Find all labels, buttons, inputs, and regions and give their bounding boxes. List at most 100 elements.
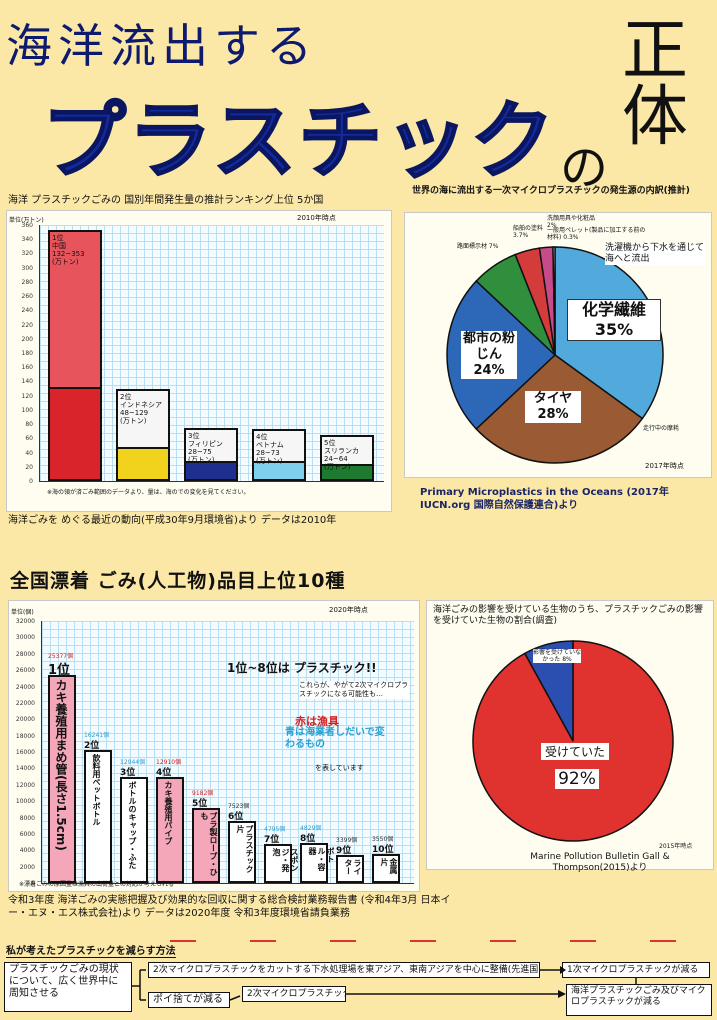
bar-rank: 10位 (372, 844, 394, 855)
pie4-label-not-affected: 影響を受けていなかった 8% (533, 649, 582, 663)
flow-divider (250, 940, 276, 942)
flow-divider (650, 940, 676, 942)
bar-range-low (48, 387, 102, 481)
chart1-y-axis: 360 340 320 300 280 260 240 220 200 180 160 140 120 1… (7, 221, 37, 485)
y-tick-label: 32000 (15, 618, 35, 625)
bar-count: 3550個 (372, 835, 394, 843)
flow-heading: 私が考えたプラスチックを減らす方法 (6, 942, 176, 958)
flow-divider (490, 940, 516, 942)
bar (84, 750, 112, 883)
bar-data-label: 4位 ベトナム 28~73 (万トン) (256, 433, 284, 466)
y-tick-label: 40 (25, 449, 33, 457)
bar-count: 25377個 (48, 653, 74, 661)
bar (372, 853, 400, 883)
chart3-plot: 1位 25377個 カキ養殖用まめ管(長さ1.5cm) 2位 16241個 飲料用ペットボ… (41, 621, 414, 884)
chart1-caption: 海洋 プラスチックごみの 国別年間発生量の推計ランキング上位 5か国 (8, 195, 324, 206)
pie-slice (523, 640, 574, 742)
bar-count: 3399個 (336, 837, 358, 845)
title-line1: 海洋流出する (6, 19, 318, 73)
pie4-label-affected: 受けていた (541, 743, 609, 760)
pie4-label-affected-pct: 92% (555, 769, 599, 789)
y-tick-label: 0 (29, 478, 33, 485)
y-tick-label: 28000 (15, 650, 35, 658)
bar-rank: 9位 (336, 846, 352, 857)
y-tick-label: 2000 (19, 863, 35, 871)
bar-rank: 6位 (228, 812, 244, 823)
bar-item-label: ボトルのキャップ・ふた (128, 781, 137, 870)
y-tick-label: 300 (21, 264, 33, 272)
y-tick-label: 24000 (15, 683, 35, 691)
y-tick-label: 180 (21, 350, 33, 357)
flow-arrow (229, 995, 241, 1001)
y-tick-label: 8000 (19, 814, 35, 822)
bar-data-label: 3位 フィリピン 28~75 (万トン) (188, 431, 223, 464)
pie2-label-tire: タイヤ 28% (525, 391, 581, 423)
bar-count: 4795個 (264, 825, 286, 833)
flow-arrowhead (558, 990, 566, 998)
chart2-caption: 世界の海に流出する一次マイクロプラスチックの発生源の内訳(推計) (412, 186, 690, 196)
chart4-panel: 海洋ごみの影響を受けている生物のうち、プラスチックごみの影響を受けていた生物の割… (426, 600, 714, 870)
bar (300, 843, 328, 883)
chart1-year: 2010年時点 (297, 214, 336, 222)
chart1-panel: 2010年時点 単位(万トン) 360 340 320 300 280 260 240 220… (6, 210, 392, 512)
bar (192, 807, 220, 883)
flow-start: プラスチックごみの現状について、広く世界中に周知させる (4, 962, 132, 1012)
bar (228, 821, 256, 883)
y-tick-label: 240 (21, 307, 33, 315)
bar-rank: 5位 (192, 798, 208, 809)
title-line2: プラスチック (41, 91, 557, 191)
chart2-source: Primary Microplastics in the Oceans (201… (420, 487, 669, 511)
bar (336, 855, 364, 883)
y-tick-label: 260 (21, 293, 33, 301)
y-tick-label: 360 (21, 222, 33, 229)
bar-range-low (252, 461, 306, 481)
bar-item-label: プラ製ロープ・ひも (200, 811, 218, 876)
y-tick-label: 10000 (15, 798, 35, 806)
flow-divider (410, 940, 436, 942)
flow-divider (170, 940, 196, 942)
chart1-plot: 1位 中国 132~353 (万トン) 2位 インドネシア 48~129 (万トン… (39, 225, 384, 482)
pie2-year: 2017年時点 (645, 462, 684, 470)
bar-item-label: カキ養殖用まめ管(長さ1.5cm) (54, 679, 68, 852)
bar-count: 16241個 (84, 732, 110, 740)
y-tick-label: 30000 (15, 634, 35, 642)
pie2-label-pellet: 一般用ペレット(製品に加工する前の材料) 0.3% (547, 227, 646, 241)
chart3-heading: 全国漂着 ごみ(人工物)品目上位10種 (10, 570, 346, 592)
bar-count: 9182個 (192, 789, 214, 797)
pie2-label-tire-note: 走行中の摩耗 (643, 425, 680, 432)
bar-count: 7523個 (228, 803, 250, 811)
bar (264, 843, 292, 883)
chart4-pie (472, 640, 674, 842)
bar-data-label: 2位 インドネシア 48~129 (万トン) (120, 393, 162, 426)
bar-count: 12910個 (156, 759, 182, 767)
chart3-source: 令和3年度 海洋ごみの実態把握及び効果的な回収に関する総合検討業務報告書 (令和… (8, 895, 451, 919)
bar-rank: 2位 (84, 741, 100, 752)
title-no: の (560, 140, 609, 196)
bar (120, 777, 148, 883)
bar-data-label: 1位 中国 132~353 (万トン) (52, 233, 85, 266)
y-tick-label: 4000 (19, 847, 35, 855)
bar-item-label: 飲料用ペットボトル (92, 754, 101, 827)
pie-slice (552, 246, 556, 356)
flow-step1: 2次マイクロプラスチックをカットする下水処理場を東アジア、東南アジアを中心に整備… (148, 962, 540, 978)
pie2-label-dust: 都市の粉じん 24% (461, 331, 517, 379)
y-tick-label: 12000 (15, 781, 35, 789)
bar-rank: 8位 (300, 834, 316, 845)
y-tick-label: 14000 (15, 765, 35, 773)
chart3-blue-note: 青は海業者しだいで変わるもの (285, 727, 385, 750)
y-tick-label: 120 (21, 392, 33, 400)
y-tick-label: 6000 (19, 830, 35, 838)
y-tick-label: 320 (21, 250, 33, 258)
chart4-caption: 海洋ごみの影響を受けている生物のうち、プラスチックごみの影響を受けていた生物の割… (433, 605, 703, 626)
flow-result3: 海洋プラスチックごみ及びマイクロプラスチックが減る (566, 984, 712, 1016)
y-tick-label: 20 (25, 463, 33, 471)
bar-item-label: ライター (344, 859, 362, 876)
flow-result1: 1次マイクロプラスチックが減る (562, 962, 710, 978)
y-tick-label: 220 (21, 321, 33, 329)
bar-item-label: カキ養殖用パイプ (164, 781, 173, 846)
bar-range-low (184, 461, 238, 481)
y-tick-label: 60 (25, 435, 33, 443)
y-tick-label: 100 (21, 406, 33, 414)
flow-arrowhead (560, 966, 566, 974)
